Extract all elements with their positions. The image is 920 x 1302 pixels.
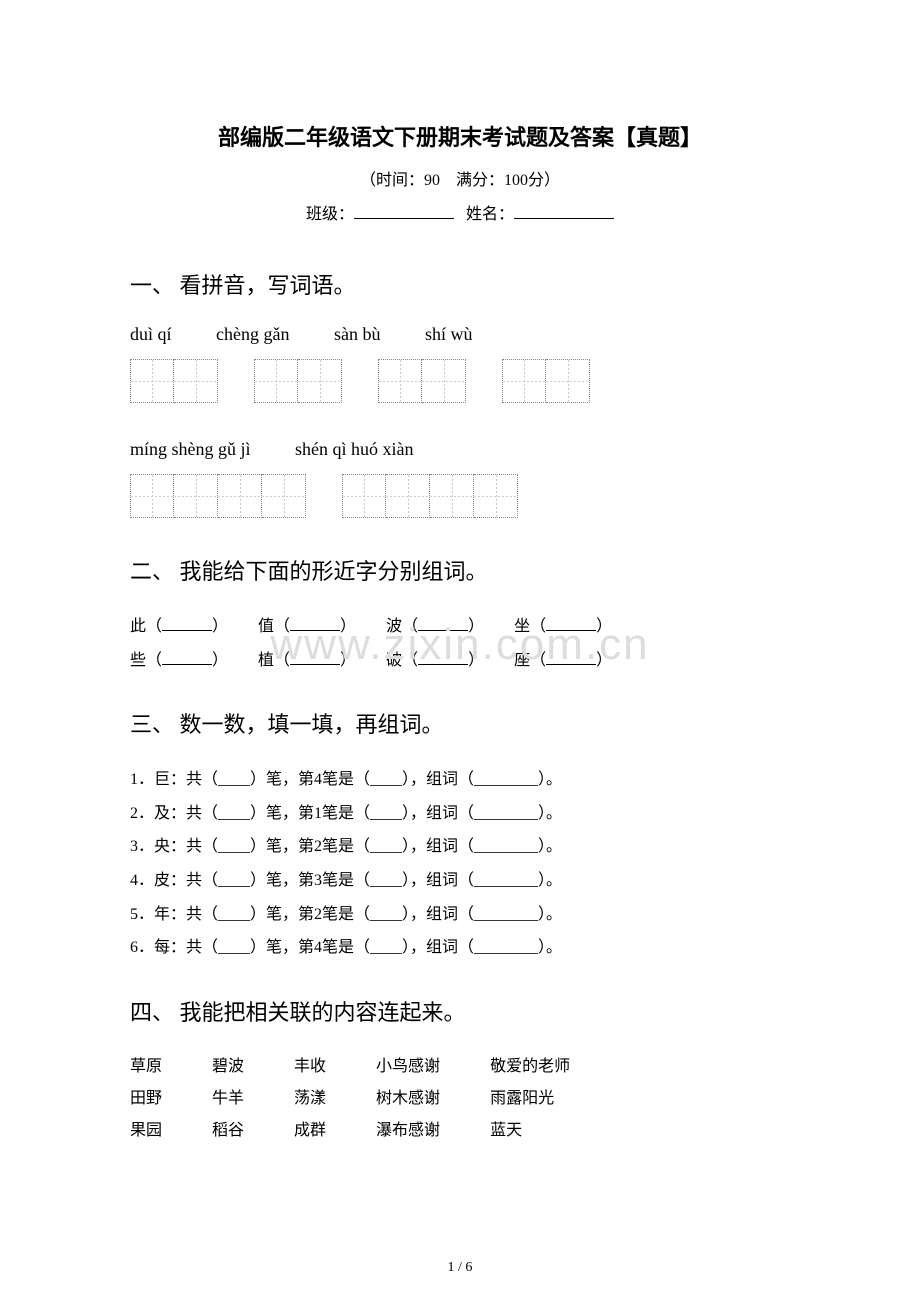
- pinyin-1: duì qí: [130, 324, 172, 344]
- q4-column: 敬爱的老师雨露阳光蓝天: [490, 1051, 570, 1147]
- char-box: [254, 359, 342, 403]
- char-cell: [386, 474, 430, 518]
- pinyin-4: shí wù: [425, 324, 473, 344]
- q4-cell: 蓝天: [490, 1115, 570, 1147]
- q3-line: 1．巨：共（____）笔，第4笔是（____），组词（________）。: [130, 763, 790, 797]
- blank: [290, 664, 340, 665]
- char-cell: [546, 359, 590, 403]
- q3-line: 2．及：共（____）笔，第1笔是（____），组词（________）。: [130, 797, 790, 831]
- char-cell: [378, 359, 422, 403]
- pinyin-2: chèng gǎn: [216, 324, 289, 344]
- q4-cell: 稻谷: [212, 1115, 244, 1147]
- char-cell: [502, 359, 546, 403]
- q4-column: 丰收荡漾成群: [294, 1051, 326, 1147]
- section-2-heading: 二、 我能给下面的形近字分别组词。: [130, 554, 790, 586]
- q4-cell: 碧波: [212, 1051, 244, 1083]
- char-cell: [130, 474, 174, 518]
- q4-cell: 树木感谢: [376, 1083, 440, 1115]
- section-4: 四、 我能把相关联的内容连起来。 草原田野果园 碧波牛羊稻谷 丰收荡漾成群 小鸟感谢树…: [130, 995, 790, 1147]
- q4-column: 草原田野果园: [130, 1051, 162, 1147]
- char-cell: [254, 359, 298, 403]
- q2-item: 波（）: [386, 610, 484, 644]
- char-cell: [342, 474, 386, 518]
- q2-item: 坐（）: [514, 610, 612, 644]
- class-label: 班级：: [306, 206, 354, 223]
- page-title: 部编版二年级语文下册期末考试题及答案【真题】: [130, 120, 790, 152]
- name-blank: [514, 201, 614, 219]
- char-box-row-2: [130, 474, 790, 518]
- section-3: 三、 数一数，填一填，再组词。 1．巨：共（____）笔，第4笔是（____），…: [130, 707, 790, 965]
- q4-cell: 荡漾: [294, 1083, 326, 1115]
- char-box: [342, 474, 518, 518]
- char-cell: [422, 359, 466, 403]
- section-3-heading: 三、 数一数，填一填，再组词。: [130, 707, 790, 739]
- q2-item: 座（）: [514, 644, 612, 678]
- q2-item: 破（）: [386, 644, 484, 678]
- q4-cell: 果园: [130, 1115, 162, 1147]
- q4-column: 小鸟感谢树木感谢瀑布感谢: [376, 1051, 440, 1147]
- char-box-row-1: [130, 359, 790, 403]
- q4-cell: 雨露阳光: [490, 1083, 570, 1115]
- q4-cell: 牛羊: [212, 1083, 244, 1115]
- q4-cell: 成群: [294, 1115, 326, 1147]
- class-name-line: 班级： 姓名：: [130, 200, 790, 224]
- q4-cell: 草原: [130, 1051, 162, 1083]
- q3-line: 4．皮：共（____）笔，第3笔是（____），组词（________）。: [130, 864, 790, 898]
- char-box: [130, 474, 306, 518]
- q2-item: 值（）: [258, 610, 356, 644]
- char-cell: [298, 359, 342, 403]
- blank: [162, 630, 212, 631]
- name-label: 姓名：: [466, 206, 514, 223]
- page-footer: 1 / 6: [0, 1260, 920, 1276]
- char-cell: [474, 474, 518, 518]
- q4-cell: 田野: [130, 1083, 162, 1115]
- blank: [546, 630, 596, 631]
- char-box: [130, 359, 218, 403]
- section-2: 二、 我能给下面的形近字分别组词。 此（） 值（） 波（） 坐（） 些（） 植（） 破（） 座…: [130, 554, 790, 677]
- page-subtitle: （时间：90 满分：100分）: [130, 166, 790, 190]
- char-cell: [130, 359, 174, 403]
- q2-item: 些（）: [130, 644, 228, 678]
- q3-line: 6．每：共（____）笔，第4笔是（____），组词（________）。: [130, 931, 790, 965]
- char-cell: [262, 474, 306, 518]
- section-4-heading: 四、 我能把相关联的内容连起来。: [130, 995, 790, 1027]
- q4-cell: 丰收: [294, 1051, 326, 1083]
- blank: [290, 630, 340, 631]
- char-cell: [218, 474, 262, 518]
- section-1-heading: 一、 看拼音，写词语。: [130, 268, 790, 300]
- q2-line: 些（） 植（） 破（） 座（）: [130, 644, 790, 678]
- q3-line: 5．年：共（____）笔，第2笔是（____），组词（________）。: [130, 898, 790, 932]
- pinyin-3: sàn bù: [334, 324, 381, 344]
- section-1: 一、 看拼音，写词语。 duì qí chèng gǎn sàn bù shí …: [130, 268, 790, 518]
- q2-line: 此（） 值（） 波（） 坐（）: [130, 610, 790, 644]
- pinyin-5: míng shèng gǔ jì: [130, 439, 251, 459]
- char-cell: [174, 359, 218, 403]
- blank: [162, 664, 212, 665]
- q4-cell: 小鸟感谢: [376, 1051, 440, 1083]
- q4-cell: 瀑布感谢: [376, 1115, 440, 1147]
- char-box: [378, 359, 466, 403]
- pinyin-row-1: duì qí chèng gǎn sàn bù shí wù: [130, 324, 790, 345]
- char-box: [502, 359, 590, 403]
- q3-line: 3．央：共（____）笔，第2笔是（____），组词（________）。: [130, 830, 790, 864]
- blank: [418, 664, 468, 665]
- blank: [546, 664, 596, 665]
- q4-cell: 敬爱的老师: [490, 1051, 570, 1083]
- class-blank: [354, 201, 454, 219]
- char-cell: [174, 474, 218, 518]
- char-cell: [430, 474, 474, 518]
- q2-item: 此（）: [130, 610, 228, 644]
- pinyin-row-2: míng shèng gǔ jì shén qì huó xiàn: [130, 439, 790, 460]
- q2-item: 植（）: [258, 644, 356, 678]
- matching-table: 草原田野果园碧波牛羊稻谷丰收荡漾成群小鸟感谢树木感谢瀑布感谢敬爱的老师雨露阳光蓝…: [130, 1051, 790, 1147]
- q4-column: 碧波牛羊稻谷: [212, 1051, 244, 1147]
- blank: [418, 630, 468, 631]
- pinyin-6: shén qì huó xiàn: [295, 439, 414, 459]
